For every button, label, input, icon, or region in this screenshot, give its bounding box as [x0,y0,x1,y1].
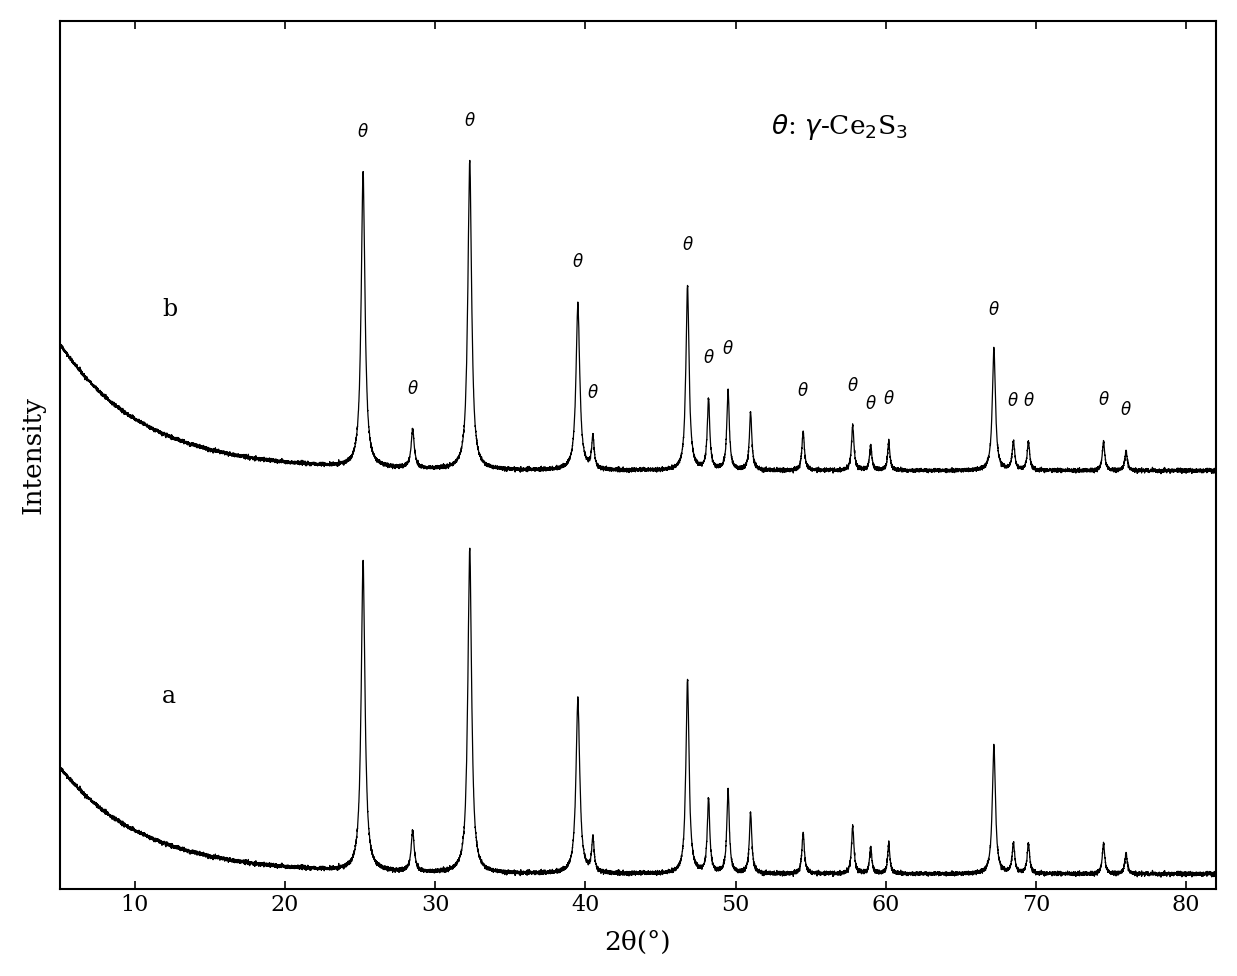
Text: $\theta$: $\theta$ [1023,391,1034,410]
Text: $\theta$: $\gamma$-Ce$_2$S$_3$: $\theta$: $\gamma$-Ce$_2$S$_3$ [771,111,908,142]
Text: b: b [162,298,177,320]
Text: $\theta$: $\theta$ [571,253,584,271]
Text: $\theta$: $\theta$ [1007,392,1019,410]
Text: $\theta$: $\theta$ [357,123,369,141]
Text: $\theta$: $\theta$ [703,349,715,367]
Text: $\theta$: $\theta$ [797,382,809,400]
Text: a: a [162,685,176,709]
Text: $\theta$: $\theta$ [865,395,877,413]
Text: $\theta$: $\theta$ [883,390,894,408]
Text: $\theta$: $\theta$ [1121,401,1132,419]
X-axis label: 2θ(°): 2θ(°) [605,930,672,956]
Text: $\theta$: $\theta$ [682,236,694,255]
Text: $\theta$: $\theta$ [1097,391,1110,410]
Text: $\theta$: $\theta$ [588,385,599,402]
Text: $\theta$: $\theta$ [988,301,999,319]
Text: $\theta$: $\theta$ [847,377,858,395]
Text: $\theta$: $\theta$ [722,341,734,358]
Text: $\theta$: $\theta$ [464,112,476,130]
Y-axis label: Intensity: Intensity [21,396,46,514]
Text: $\theta$: $\theta$ [407,380,418,398]
